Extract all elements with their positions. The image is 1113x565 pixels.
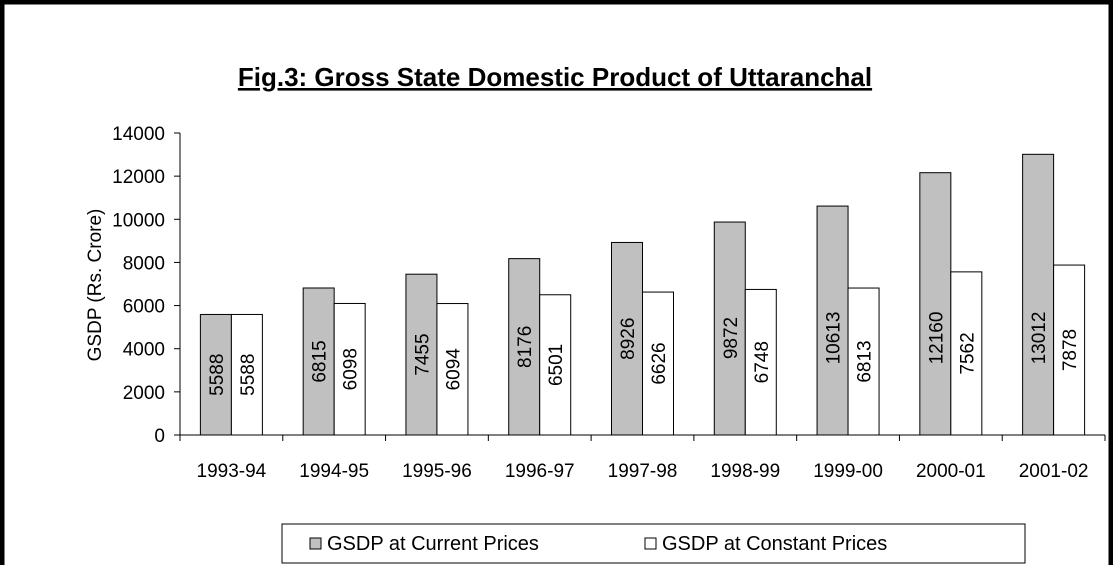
data-label: 10613 [824,312,845,365]
bar [1053,264,1086,436]
x-tick-label: 1997-98 [608,461,678,482]
data-label: 8926 [618,318,639,360]
bar [642,291,674,436]
data-label: 5588 [238,354,259,396]
y-tick-label: 8000 [123,253,165,274]
bar [539,294,572,436]
legend-label: GSDP at Constant Prices [662,533,887,555]
legend-marker [309,537,322,550]
data-label: 7878 [1060,329,1081,371]
bar [713,221,746,436]
chart-title: Fig.3: Gross State Domestic Product of U… [238,62,872,92]
legend-marker [644,537,657,550]
data-label: 7562 [957,332,978,374]
data-label: 6094 [443,348,464,391]
data-label: 8176 [515,326,536,368]
bar [847,287,880,436]
x-tick-label: 2001-02 [1019,461,1089,482]
bar [919,172,952,436]
bar [744,288,777,436]
x-tick-label: 2000-01 [916,461,986,482]
y-tick-label: 2000 [123,383,165,404]
y-tick-label: 4000 [123,340,165,361]
y-tick-label: 0 [154,426,165,447]
data-label: 6813 [855,340,876,382]
bar [230,313,263,436]
bar [611,241,643,436]
x-tick-label: 1998-99 [710,461,780,482]
legend-label: GSDP at Current Prices [327,533,539,555]
data-label: 7455 [412,333,433,375]
y-tick-label: 14000 [112,124,165,145]
data-label: 9872 [721,317,742,359]
y-axis-title: GSDP (Rs. Crore) [85,209,106,362]
bar [816,205,849,436]
bar [950,271,983,436]
data-label: 6748 [752,341,773,383]
y-tick-label: 10000 [112,210,165,231]
x-tick-label: 1995-96 [402,461,472,482]
bar [333,302,366,436]
data-label: 6626 [649,342,670,384]
data-label: 13012 [1029,312,1050,365]
data-label: 6815 [310,340,331,382]
x-tick-label: 1993-94 [197,461,267,482]
x-tick-label: 1996-97 [505,461,575,482]
x-tick-label: 1999-00 [813,461,883,482]
bar [1022,153,1055,436]
y-tick-label: 12000 [112,167,165,188]
bar [302,287,335,436]
y-tick-label: 6000 [123,297,165,318]
data-label: 6501 [546,344,567,386]
data-label: 6098 [341,348,362,390]
data-label: 12160 [926,312,947,365]
bar [405,273,438,436]
x-tick-label: 1994-95 [299,461,369,482]
bar [508,258,541,436]
bar [436,303,469,436]
data-label: 5588 [207,354,228,396]
